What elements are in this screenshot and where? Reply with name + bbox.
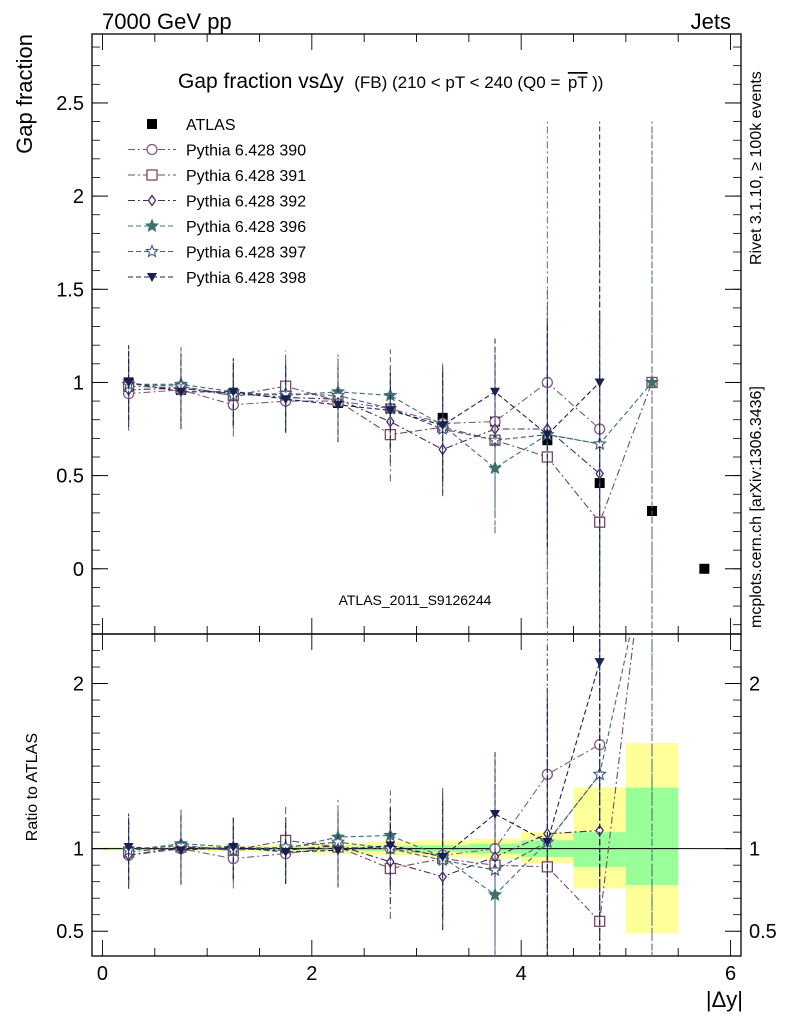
ratio-ytick-label: 2: [73, 674, 84, 696]
legend-label: Pythia 6.428 398: [186, 270, 306, 287]
header-left: 7000 GeV pp: [102, 9, 232, 34]
ratio-data-point: [123, 843, 134, 853]
data-point: [280, 395, 291, 405]
legend-marker: [147, 194, 157, 207]
legend-marker: [144, 218, 160, 233]
legend-label: Pythia 6.428 390: [186, 143, 306, 160]
ratio-data-point: [490, 809, 501, 819]
series-line: [128, 387, 601, 475]
ratio-data-point: [175, 846, 186, 856]
ratio-data-point: [228, 843, 239, 853]
legend-label: ATLAS: [186, 117, 236, 134]
legend-marker: [146, 169, 158, 181]
title-tail: )): [592, 73, 603, 92]
main-ylabel: Gap fraction: [12, 34, 37, 154]
ratio-data-point: [594, 658, 605, 668]
ratio-ytick-label-right: 0.5: [749, 921, 777, 943]
ratio-xlabel: |Δy|: [706, 987, 743, 1012]
chart-title: Gap fraction vsΔy (FB) (210 < pT < 240 (…: [178, 70, 603, 93]
ratio-series-line: [128, 774, 601, 871]
ratio-data-point: [437, 852, 448, 862]
data-point: [542, 430, 553, 440]
data-point: [490, 387, 501, 397]
data-point: [437, 421, 448, 431]
side-text-bottom: mcplots.cern.ch [arXiv:1306.3436]: [748, 386, 765, 628]
ratio-xtick-label: 2: [306, 963, 317, 985]
data-point: [228, 387, 239, 397]
ratio-xtick-label: 6: [725, 963, 736, 985]
legend-label: Pythia 6.428 396: [186, 219, 306, 236]
title-sub: (FB) (210 < pT < 240 (Q0 =: [354, 73, 560, 92]
header-right: Jets: [691, 9, 731, 34]
data-point: [123, 378, 134, 388]
series-line: [128, 381, 601, 430]
ratio-ytick-label-right: 2: [749, 674, 760, 696]
main-ytick-label: 0.5: [56, 466, 84, 488]
main-ytick-label: 2.5: [56, 93, 84, 115]
data-point: [332, 400, 343, 410]
ratio-series-line: [128, 634, 635, 923]
data-point: [699, 563, 710, 574]
legend-label: Pythia 6.428 391: [186, 168, 306, 185]
legend-marker: [147, 119, 157, 129]
ratio-xtick-label: 4: [516, 963, 527, 985]
ratio-series-line: [128, 829, 600, 878]
series-line: [128, 383, 600, 445]
ratio-data-point: [332, 846, 343, 856]
ratio-ylabel: Ratio to ATLAS: [24, 733, 41, 841]
main-ytick-label: 2: [73, 186, 84, 208]
ratio-plot-area: 0 2 4 6 0.5 0.5 1 1 2 2: [56, 633, 777, 985]
data-point: [644, 374, 660, 389]
analysis-watermark: ATLAS_2011_S9126244: [339, 592, 492, 608]
ratio-xtick-label: 0: [97, 963, 108, 985]
legend-label: Pythia 6.428 392: [186, 194, 306, 211]
ratio-data-point: [542, 838, 553, 848]
ratio-series-line: [128, 744, 600, 860]
ratio-ytick-label-right: 1: [749, 839, 760, 861]
ratio-ytick-label: 0.5: [56, 921, 84, 943]
side-text-top: Rivet 3.1.10, ≥ 100k events: [748, 71, 765, 265]
main-ytick-label: 0: [73, 559, 84, 581]
data-point: [385, 406, 396, 416]
ratio-ytick-label: 1: [73, 839, 84, 861]
data-point: [594, 378, 605, 388]
ratio-series-line: [128, 661, 601, 858]
legend-marker: [146, 143, 158, 156]
title-main: Gap fraction vsΔy: [178, 70, 344, 93]
legend: ATLAS Pythia 6.428 390 Pythia 6.428 391 Pyt…: [128, 117, 306, 287]
ratio-series-group: [121, 634, 653, 956]
legend-label: Pythia 6.428 397: [186, 245, 306, 262]
main-ytick-label: 1: [73, 372, 84, 394]
main-plot-area: 0 0.5 1 1.5 2 2.5: [56, 33, 742, 635]
main-ytick-label: 1.5: [56, 279, 84, 301]
legend-marker: [144, 244, 160, 258]
data-point: [175, 387, 186, 397]
title-overline: pT: [568, 73, 588, 92]
legend-marker: [147, 273, 157, 282]
main-series-group: [121, 121, 710, 634]
ratio-data-point: [385, 841, 396, 851]
ratio-data-point: [280, 847, 291, 857]
